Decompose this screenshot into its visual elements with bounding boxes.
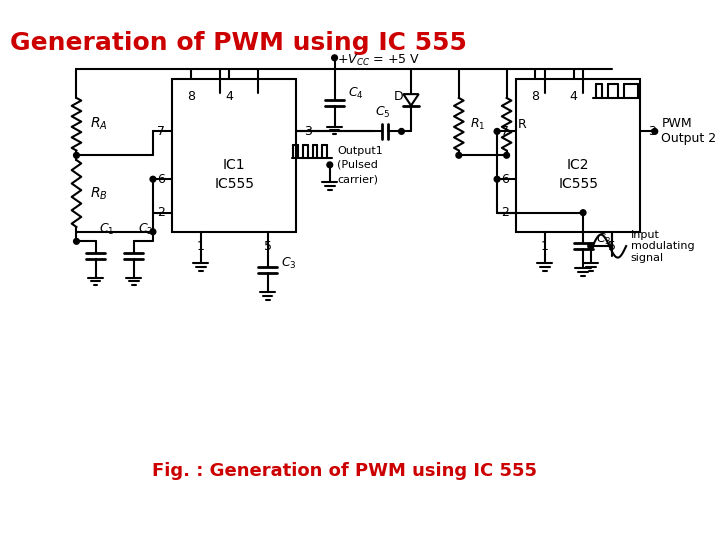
Circle shape [399, 129, 405, 134]
Circle shape [73, 239, 79, 244]
Text: R: R [518, 118, 527, 131]
Text: carrier): carrier) [338, 174, 379, 184]
Text: 5: 5 [264, 240, 271, 253]
Circle shape [332, 55, 338, 60]
Text: Fig. : Generation of PWM using IC 555: Fig. : Generation of PWM using IC 555 [152, 462, 536, 480]
Circle shape [494, 177, 500, 182]
Bar [516, 79, 641, 232]
Text: IC555: IC555 [214, 177, 254, 191]
Text: 2: 2 [501, 206, 508, 219]
Text: PWM
Output 2: PWM Output 2 [662, 117, 716, 145]
Text: Generation of PWM using IC 555: Generation of PWM using IC 555 [9, 31, 467, 55]
Text: Input
modulating
signal: Input modulating signal [631, 230, 695, 262]
Text: $C_5$: $C_5$ [374, 105, 390, 120]
Text: $+V_{CC}$ = +5 V: $+V_{CC}$ = +5 V [338, 53, 420, 68]
Text: 1: 1 [541, 240, 549, 253]
Text: $R_B$: $R_B$ [90, 185, 107, 202]
Circle shape [150, 229, 156, 235]
Text: $C_3$: $C_3$ [281, 256, 297, 271]
Circle shape [580, 210, 586, 215]
Text: 7: 7 [156, 125, 165, 138]
Text: (Pulsed: (Pulsed [338, 160, 378, 170]
Text: 4: 4 [570, 90, 577, 103]
Text: 3: 3 [304, 125, 312, 138]
Circle shape [73, 152, 79, 158]
Text: $C_4$: $C_4$ [348, 86, 364, 101]
Circle shape [456, 152, 462, 158]
Text: 6: 6 [157, 173, 165, 186]
Text: $C_2$: $C_2$ [138, 221, 153, 237]
Text: 8: 8 [531, 90, 539, 103]
Text: 8: 8 [187, 90, 195, 103]
Text: 5: 5 [608, 240, 616, 253]
Circle shape [150, 177, 156, 182]
Text: IC555: IC555 [558, 177, 598, 191]
Text: D: D [394, 90, 403, 103]
Circle shape [652, 129, 657, 134]
Text: 1: 1 [197, 240, 204, 253]
Circle shape [588, 243, 593, 249]
Circle shape [327, 162, 333, 168]
Text: $R_1$: $R_1$ [470, 117, 486, 132]
Text: Output1: Output1 [338, 145, 383, 156]
Text: 3: 3 [648, 125, 656, 138]
Text: IC1: IC1 [223, 158, 246, 172]
Text: IC2: IC2 [567, 158, 590, 172]
Text: 4: 4 [225, 90, 233, 103]
Text: $C_1$: $C_1$ [99, 221, 115, 237]
Text: $C_3$: $C_3$ [596, 232, 612, 247]
Circle shape [494, 129, 500, 134]
Circle shape [504, 152, 510, 158]
Text: $R_A$: $R_A$ [90, 116, 107, 132]
Text: 6: 6 [501, 173, 508, 186]
Text: 7: 7 [500, 125, 509, 138]
Bar [172, 79, 297, 232]
Text: 2: 2 [157, 206, 165, 219]
